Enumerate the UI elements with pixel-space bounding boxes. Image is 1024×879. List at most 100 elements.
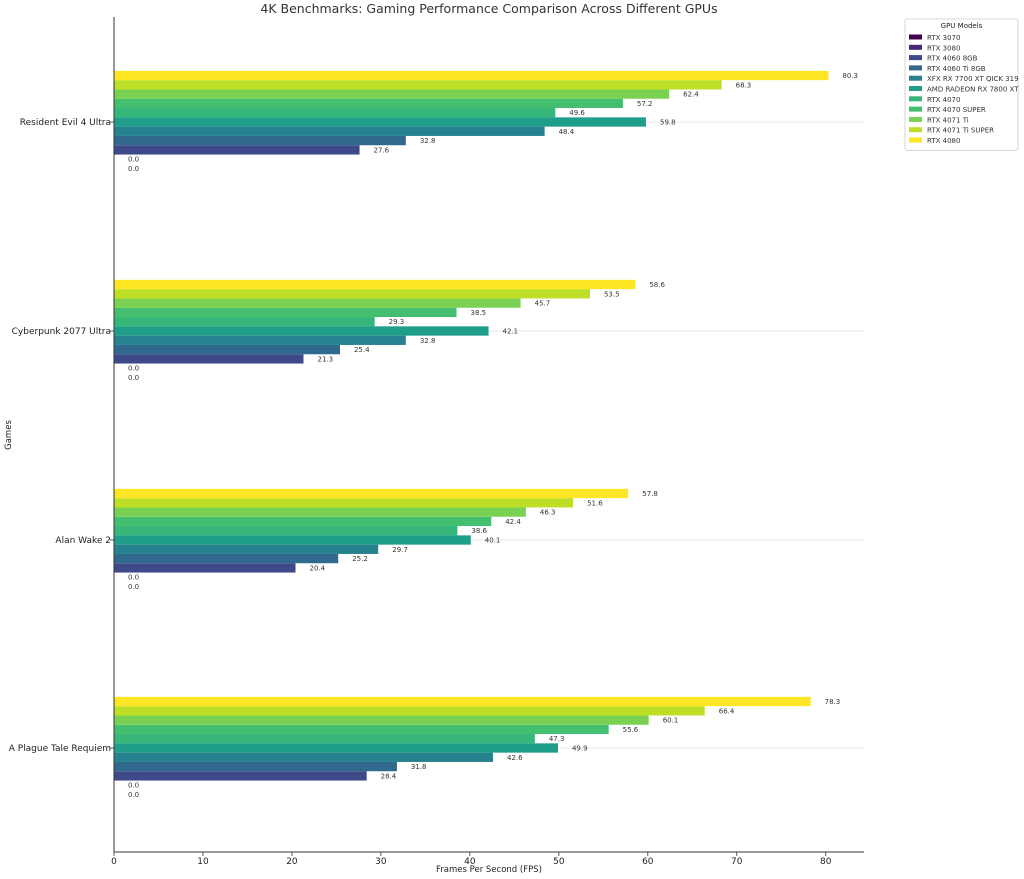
value-label-a-plague-tale-requiem-xfx-rx-7700-xt-qick-319: 42.6 [507, 754, 523, 762]
bar-alan-wake-2-rtx-4071-ti [114, 507, 526, 517]
value-label-alan-wake-2-rtx-4071-ti: 46.3 [540, 509, 556, 517]
legend-label-rtx-4060-ti-8gb: RTX 4060 Ti 8GB [927, 65, 986, 73]
value-labels-layer: 0.00.00.00.00.00.00.00.027.621.320.428.4… [128, 72, 858, 799]
x-tick-label-70: 70 [731, 857, 743, 867]
legend-title: GPU Models [941, 22, 983, 30]
grid-layer [114, 121, 864, 749]
value-label-resident-evil-4-ultra-xfx-rx-7700-xt-qick-319: 48.4 [559, 128, 575, 136]
value-label-alan-wake-2-rtx-4060-ti-8gb: 25.2 [352, 555, 368, 563]
value-label-resident-evil-4-ultra-rtx-4060-ti-8gb: 32.8 [420, 137, 436, 145]
bar-alan-wake-2-amd-radeon-rx-7800-xt [114, 535, 471, 545]
bar-resident-evil-4-ultra-xfx-rx-7700-xt-qick-319 [114, 126, 545, 136]
legend-swatch-rtx-4060-ti-8gb [909, 65, 922, 71]
bar-alan-wake-2-xfx-rx-7700-xt-qick-319 [114, 544, 379, 554]
value-label-alan-wake-2-xfx-rx-7700-xt-qick-319: 29.7 [392, 546, 408, 554]
bar-alan-wake-2-rtx-4070-super [114, 516, 492, 527]
bar-cyberpunk-2077-ultra-rtx-4060-8gb [114, 354, 304, 364]
value-label-cyberpunk-2077-ultra-xfx-rx-7700-xt-qick-319: 32.8 [420, 337, 436, 345]
bar-resident-evil-4-ultra-rtx-4060-8gb [114, 145, 360, 155]
value-label-a-plague-tale-requiem-rtx-3070: 0.0 [128, 791, 139, 799]
value-label-alan-wake-2-rtx-3070: 0.0 [128, 583, 139, 591]
value-label-alan-wake-2-amd-radeon-rx-7800-xt: 40.1 [485, 537, 501, 545]
bar-cyberpunk-2077-ultra-rtx-4071-ti [114, 298, 521, 308]
value-label-a-plague-tale-requiem-rtx-4060-8gb: 28.4 [381, 772, 397, 780]
value-label-cyberpunk-2077-ultra-rtx-3070: 0.0 [128, 374, 139, 382]
legend-swatch-rtx-4070 [909, 96, 922, 102]
legend-box [904, 18, 1019, 151]
bar-alan-wake-2-rtx-4080 [114, 488, 629, 499]
legend-swatch-rtx-3080 [909, 44, 922, 50]
legend-label-rtx-4080: RTX 4080 [927, 137, 960, 145]
value-label-a-plague-tale-requiem-rtx-4070-super: 55.6 [623, 726, 639, 734]
y-axis-label: Games [4, 420, 14, 450]
bar-alan-wake-2-rtx-4070 [114, 526, 458, 536]
value-label-resident-evil-4-ultra-rtx-3070: 0.0 [128, 165, 139, 173]
value-label-alan-wake-2-rtx-4080: 57.8 [642, 490, 658, 498]
bar-resident-evil-4-ultra-rtx-4060-ti-8gb [114, 135, 406, 146]
value-label-cyberpunk-2077-ultra-rtx-4080: 58.6 [649, 281, 665, 289]
x-tick-label-50: 50 [553, 857, 565, 867]
x-tick-label-10: 10 [197, 857, 209, 867]
value-label-alan-wake-2-rtx-3080: 0.0 [128, 574, 139, 582]
legend-swatch-rtx-4070-super [909, 106, 922, 112]
bar-a-plague-tale-requiem-rtx-4071-ti [114, 715, 649, 725]
bar-cyberpunk-2077-ultra-rtx-4071-ti-super [114, 289, 590, 299]
bar-a-plague-tale-requiem-rtx-4070 [114, 734, 535, 744]
bar-a-plague-tale-requiem-amd-radeon-rx-7800-xt [114, 743, 558, 753]
bar-cyberpunk-2077-ultra-rtx-4060-ti-8gb [114, 344, 340, 355]
value-label-a-plague-tale-requiem-rtx-3080: 0.0 [128, 782, 139, 790]
bar-a-plague-tale-requiem-rtx-4080 [114, 696, 811, 707]
value-label-cyberpunk-2077-ultra-rtx-4070-super: 38.5 [471, 309, 487, 317]
value-label-cyberpunk-2077-ultra-rtx-4070: 29.3 [389, 318, 405, 326]
legend-label-rtx-4070: RTX 4070 [927, 96, 960, 104]
x-tick-label-0: 0 [111, 857, 117, 867]
legend-label-rtx-4071-ti: RTX 4071 Ti [927, 116, 969, 124]
value-label-cyberpunk-2077-ultra-rtx-4060-ti-8gb: 25.4 [354, 346, 370, 354]
legend-swatch-amd-radeon-rx-7800-xt [909, 86, 922, 91]
value-label-cyberpunk-2077-ultra-rtx-4071-ti-super: 53.5 [604, 290, 620, 298]
value-label-a-plague-tale-requiem-rtx-4060-ti-8gb: 31.8 [411, 763, 427, 771]
legend-swatch-rtx-4080 [909, 137, 922, 143]
legend-swatch-rtx-4071-ti [909, 116, 922, 122]
value-label-cyberpunk-2077-ultra-rtx-3080: 0.0 [128, 365, 139, 373]
bar-cyberpunk-2077-ultra-rtx-4070 [114, 317, 375, 327]
bar-a-plague-tale-requiem-rtx-4060-8gb [114, 771, 367, 781]
legend-label-amd-radeon-rx-7800-xt: AMD RADEON RX 7800 XT [927, 86, 1019, 94]
value-label-resident-evil-4-ultra-rtx-4070: 49.6 [569, 109, 585, 117]
bar-cyberpunk-2077-ultra-xfx-rx-7700-xt-qick-319 [114, 335, 406, 345]
value-label-resident-evil-4-ultra-rtx-4071-ti: 62.4 [683, 91, 699, 99]
legend: GPU Models RTX 3070 RTX 3080 RTX 4060 8GB RT… [904, 18, 1019, 151]
value-label-resident-evil-4-ultra-rtx-3080: 0.0 [128, 156, 139, 164]
value-label-alan-wake-2-rtx-4060-8gb: 20.4 [309, 564, 325, 572]
value-label-cyberpunk-2077-ultra-rtx-4060-8gb: 21.3 [318, 355, 334, 363]
legend-label-rtx-3080: RTX 3080 [927, 44, 960, 52]
chart-title: 4K Benchmarks: Gaming Performance Compar… [260, 1, 717, 16]
bar-resident-evil-4-ultra-rtx-4071-ti-super [114, 80, 722, 90]
value-label-cyberpunk-2077-ultra-amd-radeon-rx-7800-xt: 42.1 [503, 328, 519, 336]
x-axis-label: Frames Per Second (FPS) [436, 865, 542, 875]
bar-a-plague-tale-requiem-rtx-4071-ti-super [114, 706, 705, 716]
bar-resident-evil-4-ultra-amd-radeon-rx-7800-xt [114, 117, 647, 127]
bar-a-plague-tale-requiem-xfx-rx-7700-xt-qick-319 [114, 752, 494, 762]
value-label-resident-evil-4-ultra-rtx-4080: 80.3 [842, 72, 858, 80]
value-label-a-plague-tale-requiem-rtx-4071-ti-super: 66.4 [719, 707, 735, 715]
bar-a-plague-tale-requiem-rtx-4060-ti-8gb [114, 761, 397, 772]
bar-a-plague-tale-requiem-rtx-4070-super [114, 724, 609, 735]
value-label-resident-evil-4-ultra-rtx-4060-8gb: 27.6 [374, 146, 390, 154]
value-label-resident-evil-4-ultra-rtx-4071-ti-super: 68.3 [736, 81, 752, 89]
legend-label-rtx-4071-ti-super: RTX 4071 Ti SUPER [927, 127, 994, 135]
y-tick-label-a-plague-tale-requiem: A Plague Tale Requiem [9, 744, 111, 754]
value-label-resident-evil-4-ultra-amd-radeon-rx-7800-xt: 59.8 [660, 119, 676, 127]
x-tick-label-60: 60 [642, 857, 654, 867]
value-label-alan-wake-2-rtx-4070-super: 42.4 [505, 518, 521, 526]
value-label-a-plague-tale-requiem-rtx-4070: 47.3 [549, 735, 565, 743]
y-tick-label-cyberpunk-2077-ultra: Cyberpunk 2077 Ultra [12, 327, 111, 337]
value-label-cyberpunk-2077-ultra-rtx-4071-ti: 45.7 [535, 300, 551, 308]
legend-swatch-rtx-3070 [909, 34, 922, 40]
bar-alan-wake-2-rtx-4071-ti-super [114, 498, 574, 508]
value-label-a-plague-tale-requiem-rtx-4071-ti: 60.1 [663, 717, 679, 725]
legend-label-rtx-4060-8gb: RTX 4060 8GB [927, 55, 978, 63]
bar-resident-evil-4-ultra-rtx-4071-ti [114, 89, 670, 99]
axes-layer: Resident Evil 4 Ultra Cyberpunk 2077 Ultr… [9, 17, 864, 867]
value-label-a-plague-tale-requiem-rtx-4080: 78.3 [825, 698, 841, 706]
